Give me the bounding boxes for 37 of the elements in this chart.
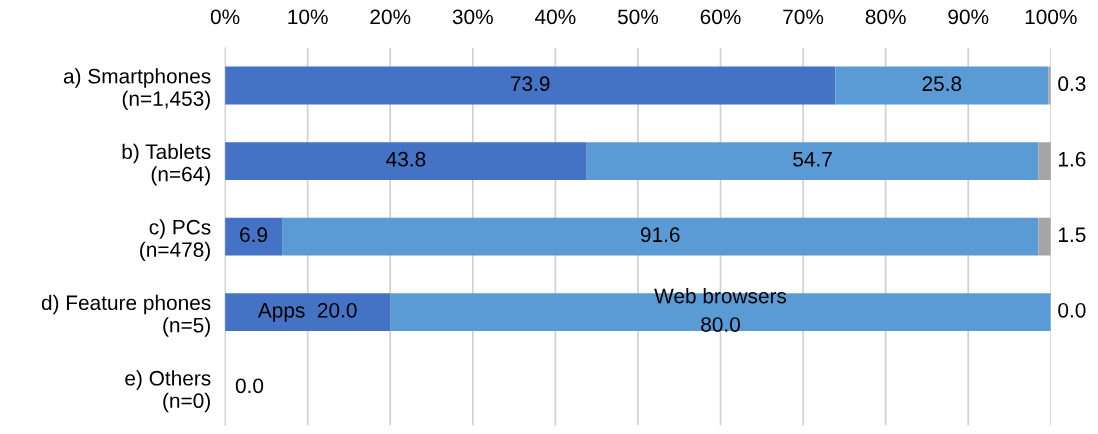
x-tick-label: 60% — [700, 9, 741, 25]
data-label: 54.7 — [793, 152, 832, 167]
data-label: 0.0 — [1058, 302, 1086, 318]
data-label: 0.3 — [1058, 76, 1086, 92]
y-tick-label: c) PCs (n=478) — [140, 219, 211, 262]
bar — [586, 142, 1039, 180]
x-tick-label: 30% — [452, 9, 493, 25]
bar — [1038, 217, 1051, 256]
y-tick-label: b) Tablets (n=64) — [122, 143, 211, 186]
bar — [225, 217, 283, 256]
y-tick-label: e) Others (n=0) — [125, 370, 211, 413]
x-tick-label: 70% — [783, 9, 824, 25]
data-label: 6.9 — [240, 227, 268, 243]
x-tick-label: 90% — [948, 9, 989, 25]
x-tick-label: 50% — [617, 9, 659, 25]
data-label: 25.8 — [922, 76, 962, 92]
bar — [225, 142, 587, 180]
x-tick-label: 80% — [865, 9, 906, 25]
x-tick-label: 100% — [1025, 9, 1077, 25]
data-label: 91.6 — [640, 227, 680, 243]
bar — [835, 66, 1049, 105]
x-tick-label: 0% — [210, 9, 240, 25]
data-label: Apps 20.0 — [257, 302, 357, 322]
data-label: 1.5 — [1058, 227, 1086, 243]
bar — [225, 293, 391, 331]
x-tick-label: 10% — [288, 9, 328, 25]
bar — [1038, 142, 1051, 180]
y-tick-label: a) Smartphones (n=1,453) — [63, 68, 211, 111]
x-tick-label: 40% — [535, 9, 576, 25]
bar — [282, 217, 1039, 256]
data-label: 0.0 — [235, 378, 264, 394]
bar — [225, 66, 836, 105]
y-tick-label: d) Feature phones (n=5) — [41, 294, 211, 337]
x-tick-label: 20% — [370, 9, 411, 25]
data-label: 1.6 — [1058, 151, 1086, 167]
data-label: 43.8 — [386, 151, 426, 167]
data-label: 73.9 — [510, 76, 550, 92]
